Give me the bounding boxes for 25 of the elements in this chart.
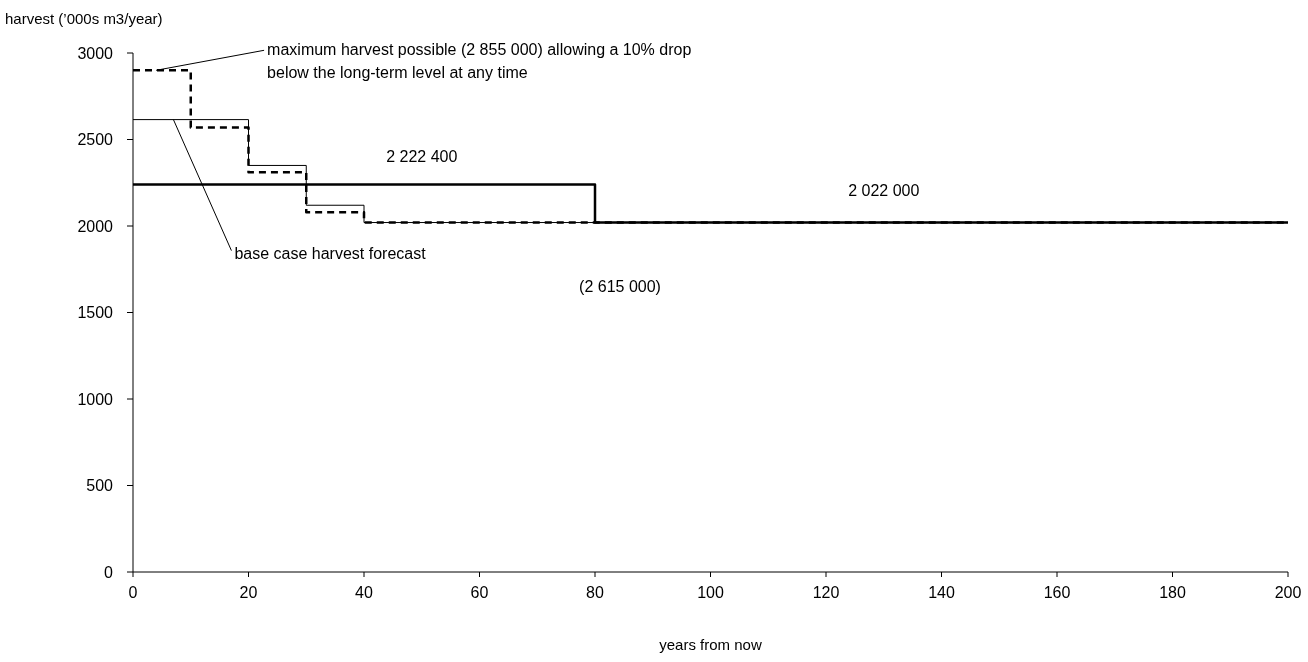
x-tick-label: 60 — [470, 584, 489, 602]
y-tick-label: 500 — [86, 477, 114, 495]
y-tick-label: 2000 — [77, 217, 114, 235]
x-tick-label: 100 — [697, 584, 724, 602]
x-tick-label: 140 — [928, 584, 955, 602]
x-tick-label: 180 — [1159, 584, 1186, 602]
x-tick-label: 0 — [128, 584, 138, 602]
annotation: maximum harvest possible (2 855 000) allowing a 10% drop below the long-term level at any time — [267, 40, 693, 84]
y-tick-label: 1500 — [77, 304, 114, 322]
x-tick-label: 200 — [1274, 584, 1302, 602]
annotation: base case harvest forecast — [234, 243, 427, 264]
x-axis-title: years from now — [659, 636, 762, 653]
annotation: (2 615 000) — [578, 278, 662, 296]
y-tick-label: 2500 — [77, 131, 114, 149]
y-tick-label: 0 — [104, 563, 114, 581]
x-tick-label: 80 — [586, 584, 604, 602]
x-tick-label: 20 — [239, 584, 258, 602]
y-tick-label: 3000 — [77, 44, 114, 62]
x-tick-label: 40 — [355, 584, 373, 602]
y-tick-label: 1000 — [77, 390, 114, 408]
x-tick-label: 160 — [1043, 584, 1071, 602]
y-axis-title: harvest (’000s m3/year) — [5, 10, 163, 27]
x-tick-label: 120 — [812, 584, 840, 602]
annotation: 2 222 400 — [385, 147, 459, 168]
annotation: 2 022 000 — [847, 180, 921, 201]
